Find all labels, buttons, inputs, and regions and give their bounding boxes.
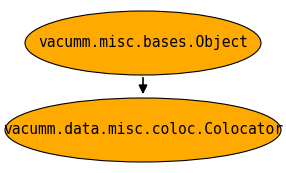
Text: vacumm.data.misc.coloc.Colocator: vacumm.data.misc.coloc.Colocator — [3, 122, 283, 138]
Ellipse shape — [25, 11, 261, 75]
FancyArrowPatch shape — [139, 78, 147, 92]
Text: vacumm.misc.bases.Object: vacumm.misc.bases.Object — [38, 35, 248, 51]
Ellipse shape — [5, 98, 281, 162]
